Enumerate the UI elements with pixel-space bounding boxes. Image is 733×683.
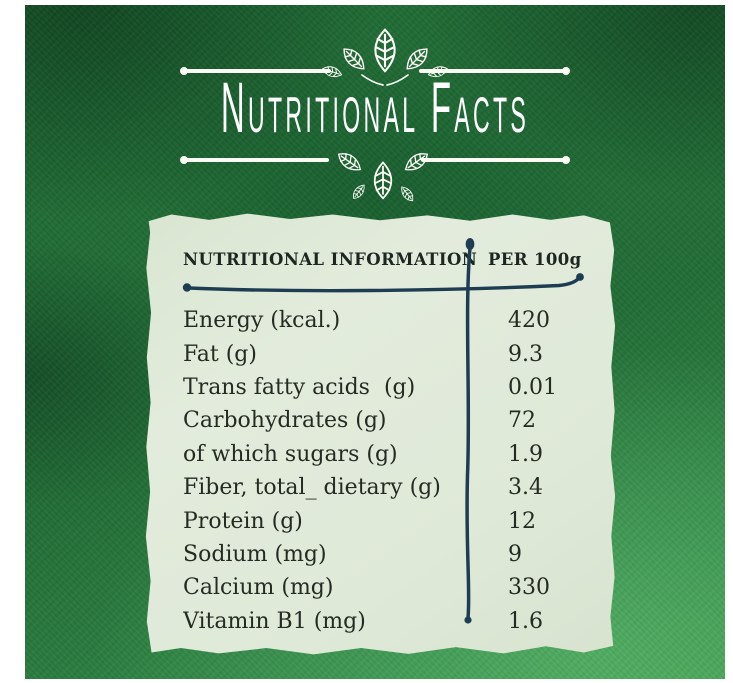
leaf-ornament-top [320, 27, 450, 95]
table-row: Sodium (mg) 9 [183, 538, 597, 571]
nutrient-label: Trans fatty acids (g) [183, 374, 416, 400]
title-rule-bottom-right [421, 156, 570, 164]
nutrient-value: 0.01 [508, 374, 557, 400]
title-rule-top-right [419, 67, 570, 75]
table-row: Calcium (mg) 330 [183, 571, 597, 604]
nutrition-rows: Energy (kcal.) 420 Fat (g) 9.3 Trans fat… [183, 304, 597, 638]
nutrient-value: 1.9 [508, 441, 543, 467]
column-header-per-100g: PER 100g [488, 250, 582, 269]
leaf-ornament-bottom [323, 145, 443, 207]
table-row: Fat (g) 9.3 [183, 337, 597, 370]
table-row: Carbohydrates (g) 72 [183, 404, 597, 437]
column-header-nutritional-information: NUTRITIONAL INFORMATION [183, 250, 478, 269]
table-row: Vitamin B1 (mg) 1.6 [183, 605, 597, 638]
table-row: Energy (kcal.) 420 [183, 304, 597, 337]
nutrient-label: Energy (kcal.) [183, 308, 341, 334]
table-row: Fiber, total_ dietary (g) 3.4 [183, 471, 597, 504]
leaf-cluster-icon [320, 28, 450, 86]
nutrient-label: Sodium (mg) [183, 541, 327, 567]
page-title: Nutritional Facts [220, 68, 530, 148]
nutrient-value: 9.3 [508, 341, 543, 367]
nutrient-label: Calcium (mg) [183, 575, 334, 601]
green-watercolor-background: Nutritional Facts NUTRITIONAL INFORMATIO… [25, 5, 725, 679]
leaf-cluster-icon [334, 148, 432, 204]
table-row: Protein (g) 12 [183, 504, 597, 537]
nutrient-label: Protein (g) [183, 508, 303, 534]
nutrient-value: 3.4 [508, 475, 543, 501]
nutrient-value: 9 [508, 541, 522, 567]
table-header: NUTRITIONAL INFORMATION PER 100g [183, 250, 597, 269]
nutrient-value: 72 [508, 408, 536, 434]
nutrient-value: 12 [508, 508, 536, 534]
nutrient-label: Fat (g) [183, 341, 257, 367]
table-row: Trans fatty acids (g) 0.01 [183, 371, 597, 404]
nutrient-value: 330 [508, 575, 550, 601]
nutrition-card: NUTRITIONAL INFORMATION PER 100g Energy … [145, 213, 616, 655]
title-rule-bottom-left [180, 156, 329, 164]
nutrient-value: 1.6 [508, 608, 543, 634]
nutrient-label: Carbohydrates (g) [183, 408, 387, 434]
nutrient-label: Fiber, total_ dietary (g) [183, 475, 441, 501]
nutrient-label: of which sugars (g) [183, 441, 398, 467]
nutrient-value: 420 [508, 308, 550, 334]
table-row: of which sugars (g) 1.9 [183, 438, 597, 471]
nutrient-label: Vitamin B1 (mg) [183, 608, 366, 634]
title-rule-top-left [180, 67, 331, 75]
